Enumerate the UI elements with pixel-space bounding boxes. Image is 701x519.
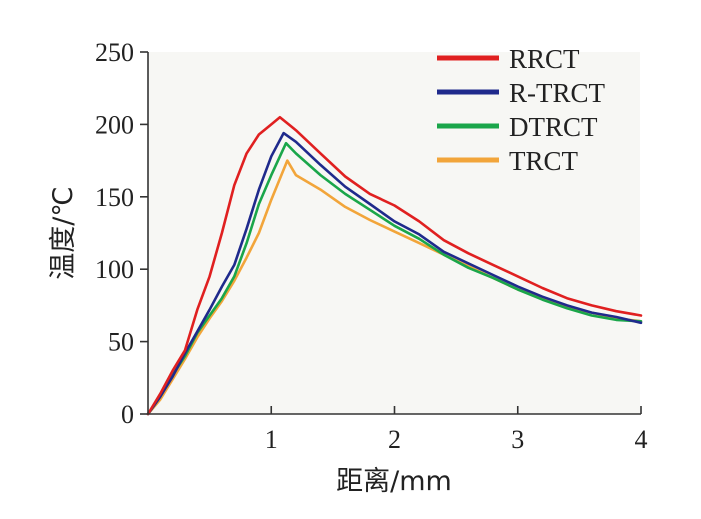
plot-area [148, 52, 640, 414]
legend-label: RRCT [509, 44, 580, 74]
legend-label: DTRCT [509, 112, 598, 142]
legend-label: R-TRCT [509, 78, 606, 108]
y-tick-label: 150 [95, 183, 134, 212]
legend: RRCT R-TRCT DTRCT TRCT [437, 44, 606, 176]
series-line-r-trct [146, 131, 643, 416]
series-layer [146, 115, 643, 416]
y-tick-label: 50 [108, 328, 134, 357]
x-tick-label: 3 [511, 425, 524, 454]
legend-label: TRCT [509, 146, 579, 176]
series-line-dtrct [146, 141, 643, 416]
y-axis-label: 温度/℃ [48, 186, 79, 279]
x-tick-label: 1 [265, 425, 278, 454]
y-tick-label: 250 [95, 38, 134, 67]
x-tick-label: 2 [388, 425, 401, 454]
x-tick-label: 4 [635, 425, 648, 454]
y-tick-label: 0 [121, 400, 134, 429]
y-ticks: 0 50 100 150 200 250 [95, 38, 148, 429]
y-tick-label: 200 [95, 110, 134, 139]
x-axis-label: 距离/mm [336, 466, 452, 497]
x-ticks: 1 2 3 4 [265, 406, 648, 454]
y-tick-label: 100 [95, 255, 134, 284]
series-line-rrct [146, 115, 643, 416]
